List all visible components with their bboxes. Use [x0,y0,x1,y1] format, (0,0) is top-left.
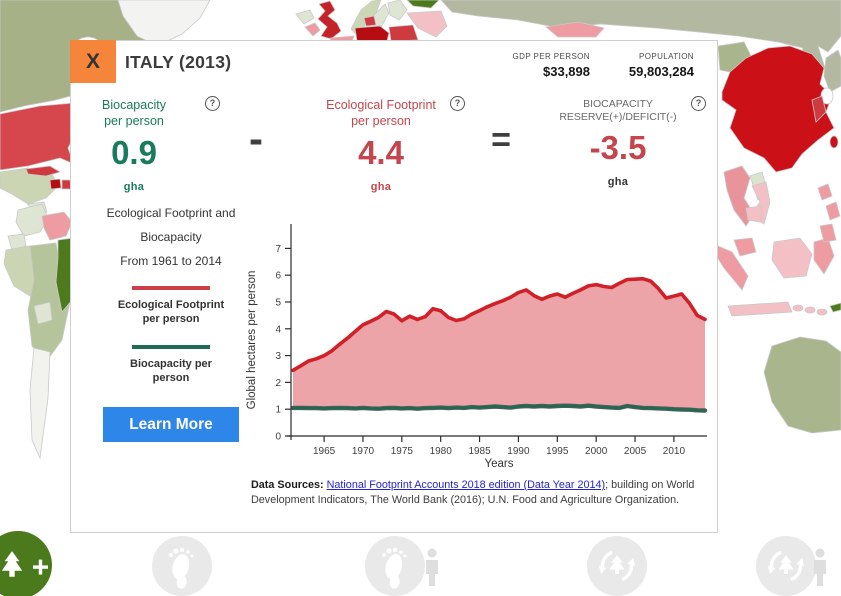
gdp-label: GDP PER PERSON [512,52,590,61]
footprint-per-person-button[interactable] [365,536,425,596]
svg-text:6: 6 [275,271,281,282]
biocapacity-stat: Biocapacity per person 0.9 gha [79,98,189,193]
chart-sidebar: Ecological Footprint and Biocapacity Fro… [89,206,253,443]
tree-plus-icon [1,551,48,577]
learn-more-button[interactable]: Learn More [103,407,239,443]
legend-swatch-biocapacity [132,344,210,349]
footprint-chart: 0 1 2 3 4 5 6 7 1965 1970 1975 1980 1985 1990 1995 2000… [241,216,719,471]
reserve-stat: BIOCAPACITY RESERVE(+)/DEFICIT(-) -3.5 g… [528,98,708,188]
country-panel: X ITALY (2013) GDP PER PERSON $33,898 PO… [70,40,718,533]
map-americas[interactable] [0,0,315,460]
recycle-tree-icon [768,550,804,582]
population-value: 59,803,284 [628,64,694,79]
map-europe[interactable] [304,0,448,42]
data-sources-suffix: ; building on World Development Indicato… [251,479,695,507]
help-icon[interactable]: ? [450,96,465,111]
map-oceania[interactable] [763,336,841,434]
footprint-icon [169,547,194,589]
footprint-icon [382,547,407,589]
svg-text:5: 5 [275,298,281,309]
add-biocapacity-button[interactable] [0,531,52,596]
svg-text:1965: 1965 [313,446,336,457]
gdp-value: $33,898 [543,64,590,79]
data-sources-label: Data Sources: [251,479,324,491]
chart-description-line: Ecological Footprint and [106,206,236,220]
equals-operator: = [491,121,511,159]
biocapacity-value: 0.9 [111,134,157,172]
chart-description-line: From 1961 to 2014 [120,254,222,268]
svg-text:1980: 1980 [430,446,453,457]
svg-text:1985: 1985 [468,446,491,457]
recycle-tree-icon [599,550,635,582]
page-title: ITALY (2013) [125,52,232,72]
reserve-label-line2: RESERVE(+)/DEFICIT(-) [559,111,677,124]
svg-text:3: 3 [275,351,281,362]
data-sources-link[interactable]: National Footprint Accounts 2018 edition… [326,479,606,491]
biocapacity-label-line1: Biocapacity [102,98,166,112]
footprint-stat: Ecological Footprint per person 4.4 gha [316,98,446,193]
svg-text:2005: 2005 [624,446,647,457]
svg-text:Years: Years [485,458,514,470]
biocapacity-label-line2: per person [104,113,164,128]
svg-text:1: 1 [275,405,281,416]
person-icon[interactable] [812,548,828,588]
biocapacity-total-button[interactable] [587,536,647,596]
svg-text:1970: 1970 [352,446,375,457]
help-icon[interactable]: ? [691,96,706,111]
chart-description-line: Biocapacity [140,230,202,244]
person-icon[interactable] [424,548,440,588]
svg-text:2010: 2010 [663,446,686,457]
footprint-value: 4.4 [358,134,404,172]
footprint-unit: gha [370,181,392,194]
map-asia[interactable] [440,0,841,317]
minus-operator: - [249,115,263,162]
biocapacity-unit: gha [123,181,145,194]
svg-text:2: 2 [275,378,281,389]
svg-text:1975: 1975 [391,446,414,457]
help-icon[interactable]: ? [205,96,220,111]
footprint-label-line1: Ecological Footprint [326,98,436,112]
legend-swatch-footprint [132,286,210,290]
population-block: POPULATION 59,803,284 [629,52,694,79]
biocapacity-per-person-button[interactable] [756,536,816,596]
reserve-value: -3.5 [589,129,647,167]
svg-text:7: 7 [275,244,281,255]
population-label: POPULATION [639,52,694,61]
close-button[interactable]: X [70,40,116,83]
reserve-unit: gha [607,176,629,189]
legend-label-biocapacity: Biocapacity per person [130,357,212,384]
svg-text:1990: 1990 [507,446,530,457]
area-chart: 0 1 2 3 4 5 6 7 1965 1970 1975 1980 1985 1990 1995 2000… [246,224,708,470]
svg-text:0: 0 [275,432,281,443]
svg-text:Global hectares per person: Global hectares per person [246,271,258,410]
reserve-label-line1: BIOCAPACITY [583,98,653,110]
svg-text:4: 4 [275,324,281,335]
footprint-total-button[interactable] [152,536,212,596]
legend-label-footprint: Ecological Footprint per person [117,299,225,326]
footprint-label-line2: per person [351,113,411,128]
svg-text:1995: 1995 [546,446,569,457]
gdp-block: GDP PER PERSON $33,898 [513,52,590,79]
svg-text:2000: 2000 [585,446,608,457]
data-sources: Data Sources: National Footprint Account… [251,478,711,508]
